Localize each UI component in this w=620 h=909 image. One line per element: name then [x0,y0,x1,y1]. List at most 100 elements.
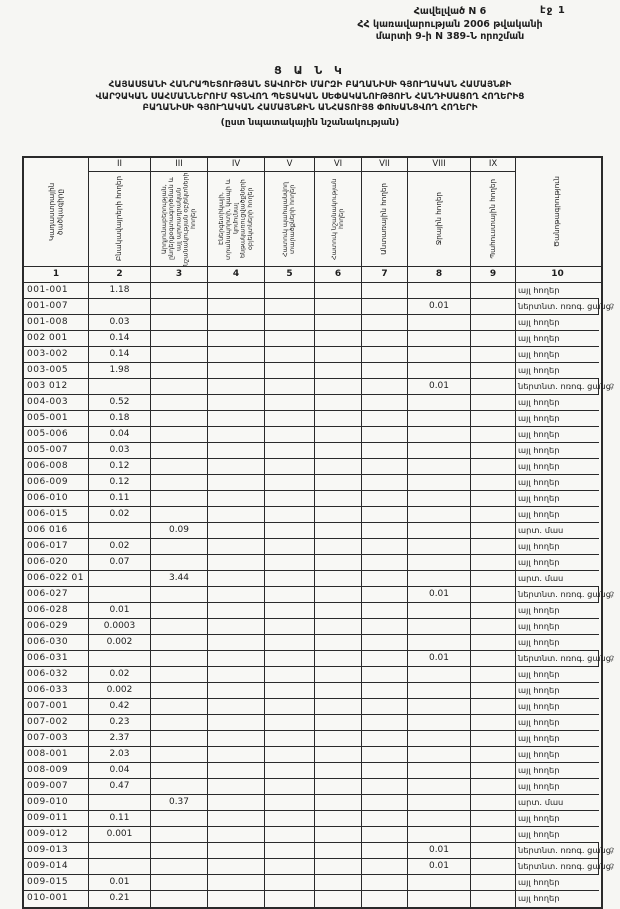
cadastral-code-cell: 006-028 [24,603,89,619]
value-cell [362,811,408,827]
value-cell [151,507,208,523]
value-cell [265,699,315,715]
table-row: 006-033 0.002 այլ հողեր [24,683,601,699]
value-cell [265,555,315,571]
cadastral-code-cell: 003-005 [24,363,89,379]
title-word-list: Ց Ա Ն Կ [274,64,346,77]
value-cell: 0.23 [89,715,151,731]
cadastral-code-cell: 009-013 [24,843,89,859]
value-cell [362,459,408,475]
cadastral-code-cell: 006-022 01 [24,571,89,587]
cadastral-code-cell: 006-029 [24,619,89,635]
value-cell [362,667,408,683]
value-cell: 2.37 [89,731,151,747]
value-cell: 0.03 [89,443,151,459]
value-cell [315,523,362,539]
value-cell [315,539,362,555]
column-header-special-purpose-lands: VI Հատուկ նշանակության հողեր [315,158,362,266]
value-cell [471,731,516,747]
column-number: 4 [208,267,265,282]
value-cell [408,331,471,347]
table-row: 006-031 0.01 ներտնտ. ոռոգ. ցանց գ [24,651,615,667]
value-cell [408,763,471,779]
value-cell [362,331,408,347]
value-cell [408,603,471,619]
roman-numeral: II [89,158,150,172]
value-cell [315,747,362,763]
note-cell: այլ հողեր [516,667,599,683]
value-cell [265,731,315,747]
table-row: 006-030 0.002 այլ հողեր [24,635,601,651]
value-cell [408,363,471,379]
value-cell: 1.18 [89,283,151,299]
column-number: 7 [362,267,408,282]
value-cell [471,763,516,779]
value-cell [208,875,265,891]
roman-numeral: V [265,158,314,172]
table-row: 008-001 2.03 այլ հողեր [24,747,601,763]
value-cell [208,731,265,747]
value-cell [362,859,408,875]
document-title: Ց Ա Ն Կ ՀԱՅԱՍՏԱՆԻ ՀԱՆՐԱՊԵՏՈՒԹՅԱՆ ՏԱՎՈՒՇԻ… [0,64,620,129]
value-cell [471,635,516,651]
note-cell: արտ. մաս [516,523,599,539]
value-cell [265,315,315,331]
value-cell [408,875,471,891]
table-row: 009-013 0.01 ներտնտ. ոռոգ. ցանց գ [24,843,615,859]
value-cell [265,811,315,827]
value-cell [362,619,408,635]
table-row: 006 016 0.09 արտ. մաս [24,523,601,539]
value-cell [265,795,315,811]
value-cell [408,731,471,747]
cadastral-code-cell: 009-015 [24,875,89,891]
appendix-line3: մարտի 9-ի N 389-Ն որոշման [375,31,525,42]
cadastral-code-cell: 004-003 [24,395,89,411]
value-cell [315,475,362,491]
value-cell: 0.11 [89,491,151,507]
note-cell: այլ հողեր [516,683,599,699]
table-row: 001-007 0.01 ներտնտ. ոռոգ. ցանց գ [24,299,615,315]
value-cell [265,331,315,347]
value-cell: 0.02 [89,667,151,683]
value-cell [265,827,315,843]
value-cell [89,859,151,875]
value-cell [362,731,408,747]
value-cell [471,827,516,843]
value-cell: 0.14 [89,347,151,363]
value-cell [408,779,471,795]
value-cell: 0.47 [89,779,151,795]
value-cell [362,715,408,731]
column-number: 9 [471,267,516,282]
value-cell [471,507,516,523]
table-row: 005-001 0.18 այլ հողեր [24,411,601,427]
value-cell [315,763,362,779]
value-cell [408,427,471,443]
value-cell: 0.18 [89,411,151,427]
column-numbers-row: 1 2 3 4 5 6 7 8 9 10 [24,267,601,283]
value-cell [408,891,471,907]
note-cell: այլ հողեր [516,459,599,475]
appendix-header: Հավելված N 6 ՀՀ կառավարության 2006 թվակա… [330,6,570,44]
value-cell [408,683,471,699]
value-cell [208,443,265,459]
title-line-2: ՀԱՅԱՍՏԱՆԻ ՀԱՆՐԱՊԵՏՈՒԹՅԱՆ ՏԱՎՈՒՇԻ ՄԱՐԶԻ Բ… [108,80,512,90]
value-cell [265,603,315,619]
value-cell [408,411,471,427]
value-cell [315,683,362,699]
value-cell [151,443,208,459]
table-row: 006-009 0.12 այլ հողեր [24,475,601,491]
value-cell [208,811,265,827]
value-cell [151,491,208,507]
column-header-settlement-lands: II Բնակավայրերի հողեր [89,158,151,266]
value-cell [315,347,362,363]
column-header-reserve-lands: IX Պահուստային հողեր [471,158,516,266]
handwritten-margin-mark: գ [607,380,615,391]
value-cell [315,619,362,635]
value-cell [471,395,516,411]
value-cell [362,363,408,379]
cadastral-code-cell: 007-002 [24,715,89,731]
column-header-forest-lands: VII Անտառային հողեր [362,158,408,266]
cadastral-code-cell: 006-015 [24,507,89,523]
value-cell [408,507,471,523]
value-cell [471,811,516,827]
